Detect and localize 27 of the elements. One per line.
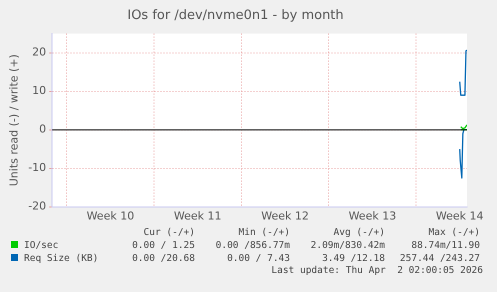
chart-title: IOs for /dev/nvme0n1 - by month bbox=[127, 8, 344, 24]
y-tick-label: -20 bbox=[28, 200, 46, 213]
text: 0.00 / 7.43 bbox=[226, 252, 291, 265]
text: 88.74m/11.90 bbox=[410, 239, 481, 252]
x-tick-label: Week 13 bbox=[348, 209, 396, 222]
text: 0.00 / 1.25 bbox=[131, 239, 196, 252]
text: 2.09m/830.42m bbox=[310, 239, 386, 252]
x-tick-label: Week 12 bbox=[261, 209, 309, 222]
text: 3.49 /12.18 bbox=[321, 252, 386, 265]
text: Cur (-/+) bbox=[142, 226, 196, 239]
x-tick-label: Week 14 bbox=[436, 209, 484, 222]
text: Last update: Thu Apr 2 02:00:05 2026 bbox=[270, 265, 484, 276]
y-tick-label: 20 bbox=[32, 46, 46, 59]
legend-label: Req Size (KB) bbox=[23, 252, 100, 265]
y-tick-label: 10 bbox=[32, 84, 46, 98]
y-tick-label: 0 bbox=[39, 122, 46, 136]
text: 257.44 /243.27 bbox=[398, 252, 481, 265]
text: Min (-/+) bbox=[238, 226, 291, 239]
y-tick-label: -10 bbox=[28, 161, 46, 174]
text: 0.00 /856.77m bbox=[214, 239, 291, 252]
x-tick-label: Week 10 bbox=[86, 209, 134, 222]
x-tick-label: Week 11 bbox=[174, 209, 222, 222]
text: 0.00 /20.68 bbox=[131, 252, 196, 265]
y-axis-title: Units read (-) / write (+) bbox=[7, 54, 20, 186]
text: Max (-/+) bbox=[428, 226, 481, 239]
legend-label: IO/sec bbox=[23, 239, 60, 252]
text: Avg (-/+) bbox=[332, 226, 386, 239]
